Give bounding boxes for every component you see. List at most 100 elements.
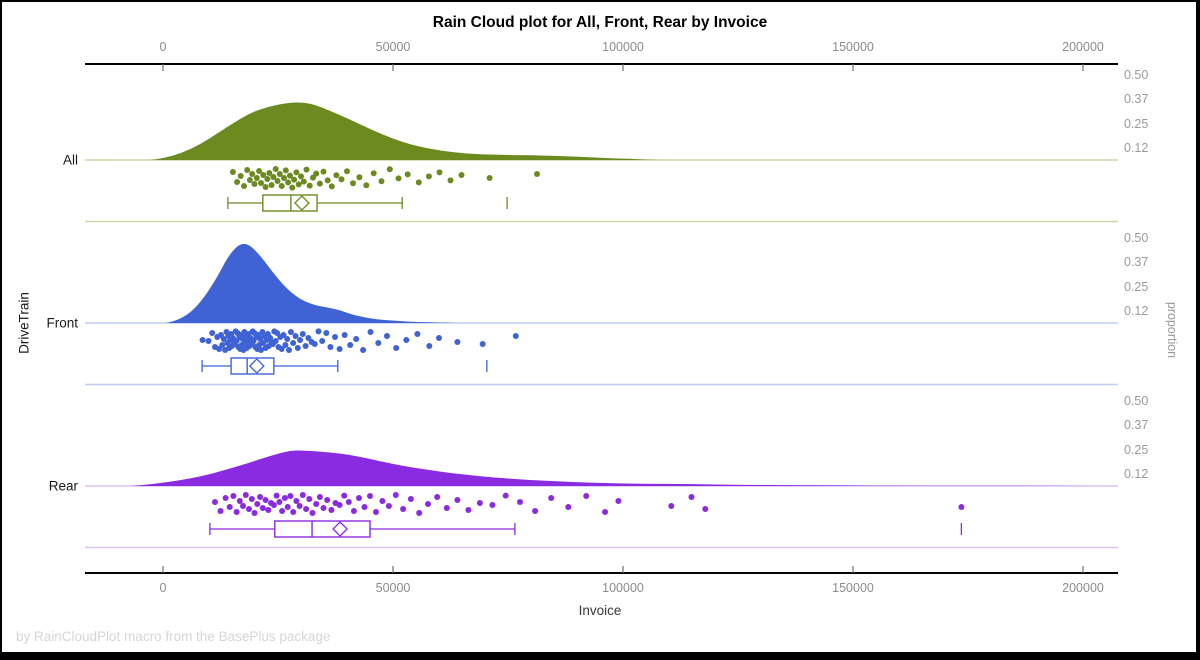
- rain-dot: [313, 170, 320, 177]
- rain-dot: [341, 332, 348, 338]
- rain-dot: [289, 184, 296, 191]
- rain-dot: [287, 493, 294, 499]
- rain-dot: [298, 173, 304, 180]
- rain-dot: [316, 180, 323, 187]
- x-tick-label: 0: [159, 581, 167, 595]
- rain-dot: [217, 508, 224, 514]
- rain-dot: [199, 337, 206, 343]
- rain-dot: [407, 496, 414, 502]
- rain-dot: [226, 504, 233, 510]
- rain-dot: [241, 183, 247, 189]
- rain-dot: [356, 174, 363, 181]
- x-tick-label: 100000: [602, 581, 644, 595]
- window-border-right: [1196, 0, 1200, 660]
- window-border-left: [0, 0, 2, 660]
- density-area: [149, 102, 660, 160]
- rain-dot: [384, 333, 390, 339]
- rain-dot: [280, 332, 287, 338]
- rain-dot: [240, 503, 246, 509]
- x-tick-label: 150000: [832, 40, 874, 54]
- rain-dot: [385, 503, 392, 509]
- rain-dot: [415, 179, 422, 186]
- rain-dot: [534, 171, 540, 177]
- rain-dot: [297, 337, 304, 343]
- rain-dot: [486, 175, 493, 181]
- rain-dot: [295, 181, 302, 188]
- rain-dot: [436, 335, 442, 341]
- rain-dot: [324, 497, 331, 503]
- rain-dot: [447, 177, 454, 184]
- rain-dot: [379, 498, 386, 504]
- rain-dot: [291, 176, 298, 183]
- rain-dot: [345, 499, 352, 505]
- x-tick-label: 150000: [832, 581, 874, 595]
- mean-diamond: [294, 195, 310, 211]
- rain-dot: [265, 507, 272, 513]
- rain-dot: [512, 333, 519, 339]
- rain-dot: [333, 172, 340, 179]
- proportion-tick-label: 0.12: [1124, 304, 1149, 318]
- rain-dot: [299, 492, 306, 498]
- y-axis-title: DriveTrain: [16, 292, 32, 354]
- rain-dot: [236, 498, 243, 504]
- rain-dot: [310, 174, 316, 181]
- proportion-tick-label: 0.37: [1124, 418, 1149, 433]
- rain-dot: [328, 507, 335, 513]
- rain-dot: [205, 338, 212, 344]
- rain-dot: [256, 168, 263, 174]
- proportion-tick-label: 0.37: [1124, 92, 1149, 107]
- rain-dot: [454, 497, 461, 503]
- rain-dot: [266, 170, 273, 176]
- rain-dot: [315, 328, 322, 335]
- mean-diamond: [248, 358, 265, 374]
- rain-dot: [353, 336, 360, 342]
- x-tick-label: 200000: [1062, 40, 1104, 54]
- rain-dot: [356, 495, 362, 501]
- rain-dot: [294, 345, 301, 351]
- rain-dot: [233, 509, 240, 515]
- rain-dot: [286, 347, 292, 353]
- rain-dot: [303, 506, 310, 512]
- rain-dot: [426, 343, 433, 349]
- rain-dot: [248, 496, 255, 502]
- rain-dot: [258, 180, 264, 186]
- rain-dot: [316, 494, 323, 500]
- rain-dot: [350, 180, 356, 187]
- rain-dot: [443, 505, 450, 511]
- rain-dot: [284, 504, 291, 510]
- x-tick-label: 50000: [375, 581, 411, 595]
- rain-dot: [489, 502, 496, 508]
- rain-dot: [282, 342, 289, 348]
- rain-dot: [367, 493, 373, 499]
- window-border-bottom: [0, 652, 1200, 660]
- rain-dot: [234, 179, 241, 185]
- rain-dot: [264, 176, 271, 182]
- rain-dot: [244, 167, 251, 173]
- rain-dot: [272, 338, 279, 344]
- rain-dot: [324, 177, 331, 184]
- rain-dot: [296, 503, 303, 509]
- right-axis-title: proportion: [1165, 301, 1179, 359]
- rain-dot: [220, 336, 227, 342]
- rain-dot: [274, 178, 281, 184]
- rain-dot: [363, 182, 370, 189]
- rain-dot: [251, 510, 258, 516]
- rain-dot: [258, 347, 264, 353]
- footer-note: by RainCloudPlot macro from the BasePlus…: [16, 629, 331, 644]
- x-tick-label: 50000: [375, 40, 411, 54]
- x-tick-label: 0: [159, 40, 167, 54]
- rain-dot: [253, 175, 260, 181]
- rain-dot: [392, 492, 399, 498]
- rain-dot: [367, 329, 374, 335]
- rain-dot: [290, 509, 297, 515]
- rain-dot: [436, 169, 443, 176]
- rain-dot: [306, 182, 313, 189]
- rain-dot: [668, 503, 675, 509]
- window-border-top: [0, 0, 1200, 2]
- rain-dot: [282, 167, 289, 174]
- rain-dot: [328, 183, 335, 190]
- proportion-tick-label: 0.25: [1124, 442, 1149, 457]
- rain-dot: [212, 499, 218, 505]
- rain-dot: [292, 333, 299, 339]
